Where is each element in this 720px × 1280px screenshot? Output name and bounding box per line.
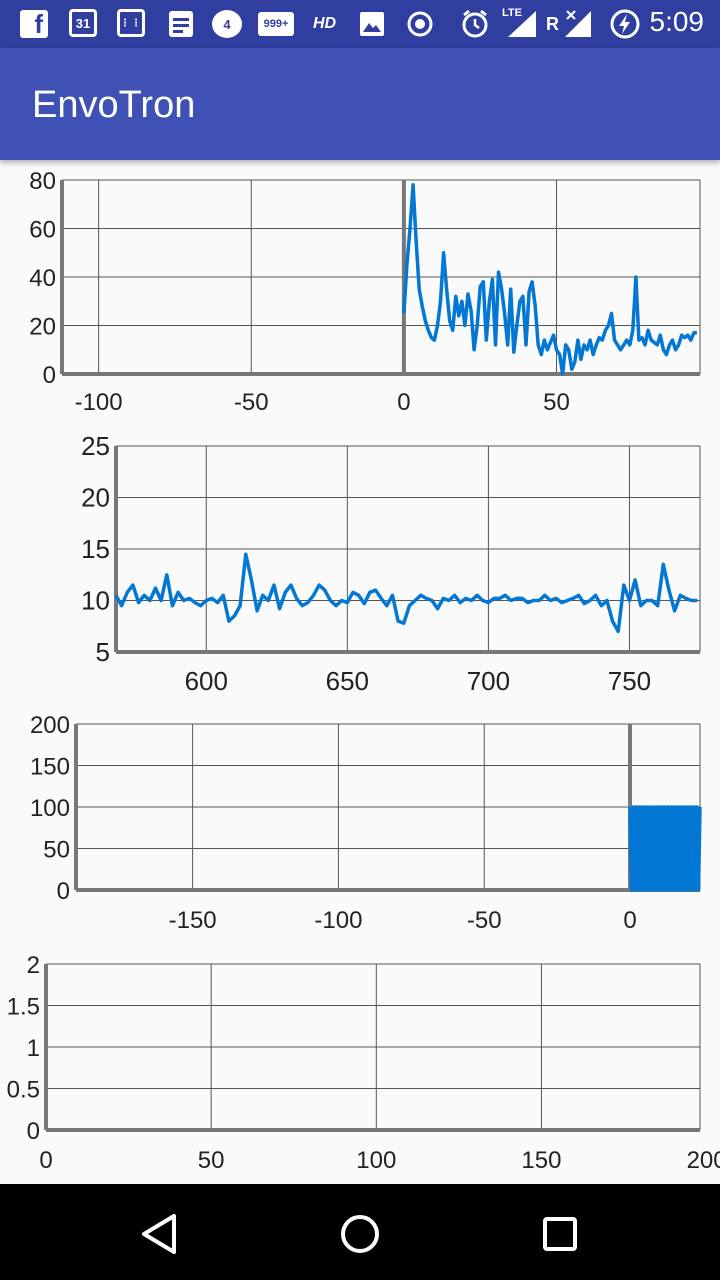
y-tick-label: 20 (29, 314, 56, 341)
y-tick-label: 0 (57, 878, 70, 905)
x-tick-label: 0 (397, 389, 410, 416)
y-tick-label: 50 (43, 837, 70, 864)
facebook-icon: f (20, 9, 48, 39)
mail-badge: 999+ (263, 18, 289, 30)
y-tick-label: 40 (29, 265, 56, 292)
x-tick-label: -50 (234, 389, 269, 416)
app-title: EnvoTron (32, 84, 196, 126)
x-tick-label: 0 (39, 1147, 52, 1174)
y-tick-label: 1 (27, 1035, 40, 1062)
y-tick-label: 0.5 (7, 1077, 40, 1104)
record-icon (406, 9, 434, 39)
chart-1[interactable]: 0 20 40 60 80 -100 -50 0 50 (0, 168, 720, 420)
hd-label: HD (313, 15, 337, 32)
mail-icon: 999+ (258, 9, 294, 39)
x-tick-label: 650 (326, 666, 369, 696)
x-tick-label: 0 (623, 907, 636, 934)
y-tick-label: 0 (27, 1118, 40, 1145)
chart-4[interactable]: 0 0.5 1 1.5 2 0 50 100 150 200 (0, 952, 720, 1182)
chart-3[interactable]: 0 50 100 150 200 -150 -100 -50 0 (0, 712, 720, 942)
navigation-bar (0, 1184, 720, 1280)
y-tick-label: 2 (27, 952, 40, 979)
x-tick-label: 700 (467, 666, 510, 696)
y-tick-label: 5 (96, 637, 110, 667)
roaming-signal-icon: R (546, 9, 593, 39)
roaming-label: R (546, 13, 559, 34)
y-tick-label: 0 (43, 362, 56, 389)
series-line (402, 183, 697, 376)
y-tick-label: 80 (29, 170, 56, 195)
status-bar: f 31 ⋮⋮ 4 999+ HD LTE R 5:09 (0, 0, 720, 48)
x-tick-label: -150 (169, 907, 217, 934)
chat-badge: 4 (223, 16, 231, 32)
series-line (114, 552, 698, 634)
chart-svg: 0 20 40 60 80 -100 -50 0 50 (29, 168, 701, 416)
y-tick-label: 25 (81, 432, 110, 461)
chart-2[interactable]: 5 10 15 20 25 600 650 700 750 (0, 431, 720, 700)
x-tick-label: 100 (356, 1147, 396, 1174)
battery-charging-icon (610, 9, 640, 39)
home-icon[interactable] (330, 1204, 390, 1264)
image-icon (359, 9, 385, 39)
y-tick-label: 20 (81, 483, 110, 513)
x-tick-label: 750 (608, 666, 651, 696)
x-tick-label: 600 (185, 666, 228, 696)
x-tick-label: 50 (198, 1147, 225, 1174)
x-tick-label: 200 (687, 1147, 720, 1174)
y-tick-label: 200 (30, 712, 70, 739)
app-bar: EnvoTron (0, 48, 720, 160)
document-icon (168, 9, 194, 39)
lte-label: LTE (502, 7, 522, 19)
x-tick-label: -100 (75, 389, 123, 416)
y-tick-label: 60 (29, 217, 56, 244)
recents-icon[interactable] (530, 1204, 590, 1264)
y-tick-label: 100 (30, 795, 70, 822)
x-tick-label: 50 (543, 389, 570, 416)
keypad-icon: ⋮⋮ (117, 9, 145, 37)
y-tick-label: 150 (30, 754, 70, 781)
x-tick-label: -50 (467, 907, 502, 934)
chart-svg: 0 50 100 150 200 -150 -100 -50 0 (30, 712, 702, 934)
chart-svg: 5 10 15 20 25 600 650 700 750 (81, 431, 701, 696)
hd-icon: HD (313, 9, 336, 39)
calendar-day: 31 (75, 15, 91, 31)
y-tick-label: 15 (81, 534, 110, 564)
x-tick-label: 150 (521, 1147, 561, 1174)
y-tick-label: 1.5 (7, 994, 40, 1021)
series-line (628, 805, 702, 892)
alarm-icon (460, 9, 490, 39)
x-tick-label: -100 (314, 907, 362, 934)
y-tick-label: 10 (81, 586, 110, 616)
chart-svg: 0 0.5 1 1.5 2 0 50 100 150 200 (7, 952, 720, 1174)
clock: 5:09 (649, 6, 705, 37)
calendar-icon: 31 (69, 9, 97, 37)
back-icon[interactable] (130, 1204, 190, 1264)
lte-signal-icon: LTE (500, 7, 540, 39)
chat-icon: 4 (212, 9, 242, 39)
